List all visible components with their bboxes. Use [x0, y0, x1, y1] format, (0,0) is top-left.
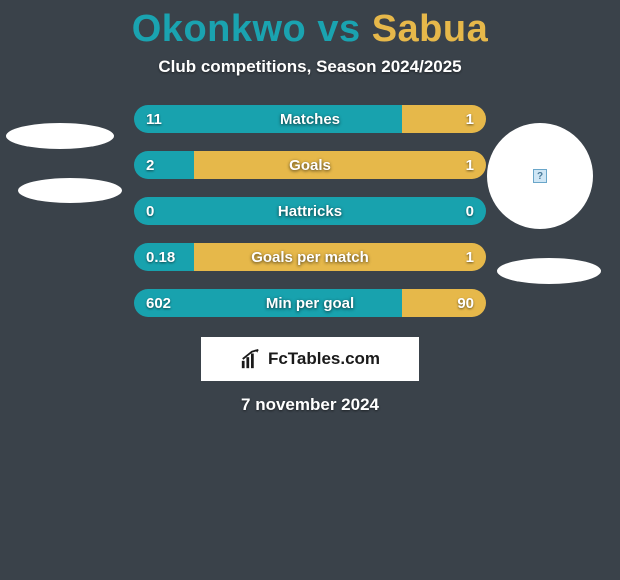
question-icon: ?: [533, 169, 547, 183]
stat-bar-left: [134, 289, 402, 317]
stat-value-left: 2: [146, 151, 154, 179]
stat-bar-right: [194, 151, 486, 179]
decor-ellipse: [18, 178, 122, 203]
player2-name: Sabua: [372, 8, 489, 50]
stats-container: 111Matches21Goals00Hattricks0.181Goals p…: [134, 105, 486, 317]
decor-ellipse: [6, 123, 114, 149]
stat-bar-left: [134, 105, 402, 133]
stat-bar-left: [134, 151, 194, 179]
stat-bar-right: [194, 243, 486, 271]
brand-box[interactable]: FcTables.com: [201, 337, 419, 381]
brand-text: FcTables.com: [268, 349, 380, 369]
stat-value-left: 602: [146, 289, 171, 317]
page-title: Okonkwo vs Sabua: [0, 0, 620, 51]
stat-value-right: 1: [466, 105, 474, 133]
subtitle: Club competitions, Season 2024/2025: [0, 57, 620, 77]
decor-ellipse: [497, 258, 601, 284]
vs-text: vs: [317, 8, 360, 50]
stat-value-right: 0: [466, 197, 474, 225]
stat-row: 111Matches: [134, 105, 486, 133]
stat-value-left: 11: [146, 105, 162, 133]
stat-row: 60290Min per goal: [134, 289, 486, 317]
brand-logo-icon: [240, 348, 262, 370]
date-text: 7 november 2024: [0, 395, 620, 415]
stat-value-right: 1: [466, 151, 474, 179]
stat-value-left: 0: [146, 197, 154, 225]
stat-value-right: 90: [457, 289, 474, 317]
stat-value-left: 0.18: [146, 243, 175, 271]
stat-row: 0.181Goals per match: [134, 243, 486, 271]
stat-value-right: 1: [466, 243, 474, 271]
player1-name: Okonkwo: [132, 8, 307, 50]
stat-row: 00Hattricks: [134, 197, 486, 225]
stat-bar-left: [134, 197, 486, 225]
stat-row: 21Goals: [134, 151, 486, 179]
